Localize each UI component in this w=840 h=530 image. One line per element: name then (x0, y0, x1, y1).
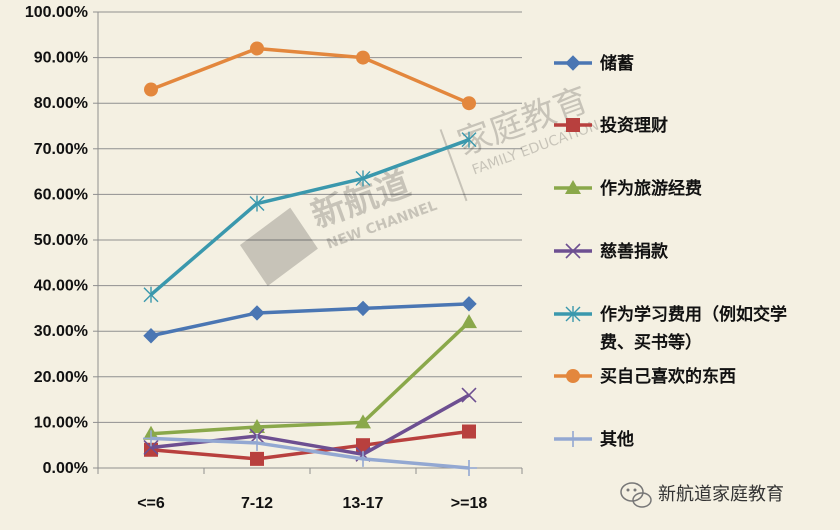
legend-marker (566, 118, 580, 132)
footer-brand-text: 新航道家庭教育 (658, 484, 784, 505)
y-tick-label: 50.00% (34, 232, 88, 249)
y-axis: 0.00% 10.00% 20.00% 30.00% 40.00% 50.00% 60.00… (25, 4, 99, 477)
data-point (249, 195, 265, 212)
data-point (143, 439, 159, 456)
data-point (355, 300, 371, 317)
data-point (355, 170, 371, 187)
data-point (461, 314, 477, 329)
x-tick-label: 13-17 (343, 495, 384, 512)
data-point (461, 131, 477, 148)
legend-label: 作为旅游经费 (600, 178, 702, 199)
footer-brand: 新航道家庭教育 (620, 482, 784, 508)
y-tick-label: 20.00% (34, 369, 88, 386)
legend-label-line2: 费、买书等） (600, 332, 702, 353)
data-point (250, 451, 264, 466)
data-point (249, 305, 265, 321)
data-point (143, 328, 159, 344)
series-line (150, 436, 470, 470)
legend-label: 作为学习费用（例如交学 (600, 304, 787, 325)
y-tick-label: 70.00% (34, 141, 88, 158)
y-tick-label: 30.00% (34, 323, 88, 340)
series-4 (143, 131, 477, 303)
legend-item-5: 买自己喜欢的东西 (554, 366, 736, 387)
legend-item-0: 储蓄 (554, 53, 634, 74)
x-tick-label: >=18 (451, 495, 488, 512)
x-axis: <=6 7-12 13-17 >=18 (97, 467, 523, 512)
legend-label: 其他 (600, 429, 634, 450)
watermark: NC 新航道 NEW CHANNEL 家庭教育 FAMILY EDUCATION (240, 80, 601, 287)
legend-item-3: 慈善捐款 (554, 241, 669, 262)
series-line (150, 46, 470, 105)
y-tick-label: 40.00% (34, 278, 88, 295)
series-line (150, 320, 471, 436)
legend-item-2: 作为旅游经费 (554, 178, 702, 199)
y-tick-label: 10.00% (34, 414, 88, 431)
watermark-logo-icon (240, 207, 318, 287)
data-point (462, 424, 476, 439)
x-tick-label: <=6 (137, 495, 165, 512)
legend-label: 买自己喜欢的东西 (600, 366, 736, 387)
gridlines (98, 11, 522, 423)
series-line (150, 302, 470, 338)
legend-marker (565, 306, 581, 322)
series-5 (144, 41, 476, 111)
legend-marker (565, 180, 581, 194)
y-tick-label: 90.00% (34, 50, 88, 67)
legend-marker (565, 243, 581, 259)
legend-item-6: 其他 (554, 429, 634, 450)
legend-label: 投资理财 (600, 115, 668, 136)
data-point (144, 82, 158, 97)
series-0 (143, 296, 477, 344)
legend-label: 慈善捐款 (600, 241, 669, 262)
legend-marker (565, 431, 581, 447)
series-6 (143, 430, 477, 476)
wechat-icon (620, 482, 652, 508)
data-point (462, 96, 476, 111)
data-point (461, 296, 477, 312)
y-tick-label: 0.00% (43, 460, 88, 477)
legend-marker (566, 369, 580, 383)
y-tick-label: 80.00% (34, 95, 88, 112)
data-point (461, 460, 477, 476)
legend-label: 储蓄 (600, 53, 634, 74)
data-point (249, 418, 265, 433)
x-tick-label: 7-12 (241, 495, 273, 512)
data-point (356, 50, 370, 65)
data-point (356, 438, 370, 453)
y-tick-label: 60.00% (34, 186, 88, 203)
series-lines (143, 41, 477, 476)
data-point (461, 387, 477, 403)
data-point (143, 430, 159, 447)
data-point (250, 41, 264, 56)
data-point (355, 414, 371, 429)
series-line (149, 138, 470, 297)
y-tick-label: 100.00% (25, 4, 88, 21)
data-point (249, 434, 265, 451)
data-point (143, 286, 159, 303)
legend-item-1: 投资理财 (554, 115, 668, 136)
data-point (355, 450, 371, 467)
legend-marker (565, 55, 581, 71)
